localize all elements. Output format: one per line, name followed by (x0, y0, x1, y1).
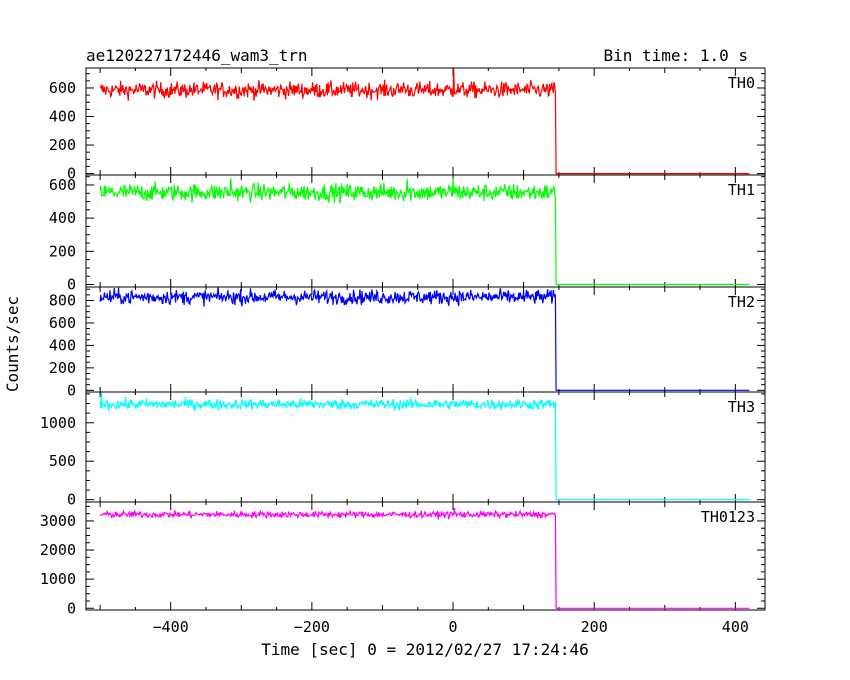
x-axis-label: Time [sec] 0 = 2012/02/27 17:24:46 (261, 640, 589, 659)
x-tick-label: −200 (294, 618, 330, 636)
series-line-th3 (99, 392, 750, 501)
series-line-th1 (99, 178, 750, 286)
panel-th3: 0 500 1000 TH3 (40, 391, 766, 509)
chart-title: ae120227172446_wam3_trn (86, 46, 308, 65)
y-tick-label: 400 (49, 209, 76, 227)
bin-time-label: Bin time: 1.0 s (604, 46, 749, 65)
series-line-th0 (99, 68, 750, 175)
panel-th0: 0 200 400 600 TH0 (49, 67, 766, 183)
panel-label: TH0123 (701, 508, 755, 526)
series-line-th0123 (99, 507, 750, 609)
y-tick-label: 200 (49, 136, 76, 154)
y-tick-label: 1000 (40, 414, 76, 432)
y-tick-label: 2000 (40, 541, 76, 559)
panel-label: TH1 (728, 181, 755, 199)
panel-th2: 0 200 400 600 800 TH2 (49, 286, 766, 399)
y-tick-label: 0 (67, 165, 76, 183)
panel-frame (85, 286, 766, 393)
panel-th0123: 0 1000 2000 3000 TH0123 (40, 501, 766, 617)
y-tick-label: 3000 (40, 512, 76, 530)
panel-frame (85, 501, 766, 611)
y-tick-label: 600 (49, 314, 76, 332)
y-axis-label: Counts/sec (3, 296, 22, 392)
y-tick-label: 400 (49, 336, 76, 354)
panel-label: TH0 (728, 74, 755, 92)
panel-frame (85, 391, 766, 503)
y-tick-label: 400 (49, 108, 76, 126)
x-tick-label: −400 (153, 618, 189, 636)
y-tick-label: 500 (49, 452, 76, 470)
y-tick-label: 0 (67, 276, 76, 294)
y-tick-label: 0 (67, 491, 76, 509)
y-tick-label: 1000 (40, 570, 76, 588)
x-tick-label: 200 (581, 618, 608, 636)
y-tick-label: 600 (49, 79, 76, 97)
y-tick-label: 800 (49, 291, 76, 309)
x-tick-label: 0 (449, 618, 458, 636)
panel-label: TH2 (728, 293, 755, 311)
y-tick-label: 600 (49, 176, 76, 194)
panel-label: TH3 (728, 398, 755, 416)
panel-th1: 0 200 400 600 TH1 (49, 174, 766, 294)
y-tick-label: 200 (49, 359, 76, 377)
series-line-th2 (99, 286, 750, 391)
panels-group: 0 200 400 600 TH0 0 200 400 600 TH1 0 200 400 600 800 T… (40, 67, 766, 617)
x-tick-label: 400 (722, 618, 749, 636)
y-tick-label: 200 (49, 242, 76, 260)
x-axis: −400 −200 0 200 400 (153, 618, 749, 636)
y-tick-label: 0 (67, 381, 76, 399)
panel-frame (85, 67, 766, 176)
y-tick-label: 0 (67, 599, 76, 617)
